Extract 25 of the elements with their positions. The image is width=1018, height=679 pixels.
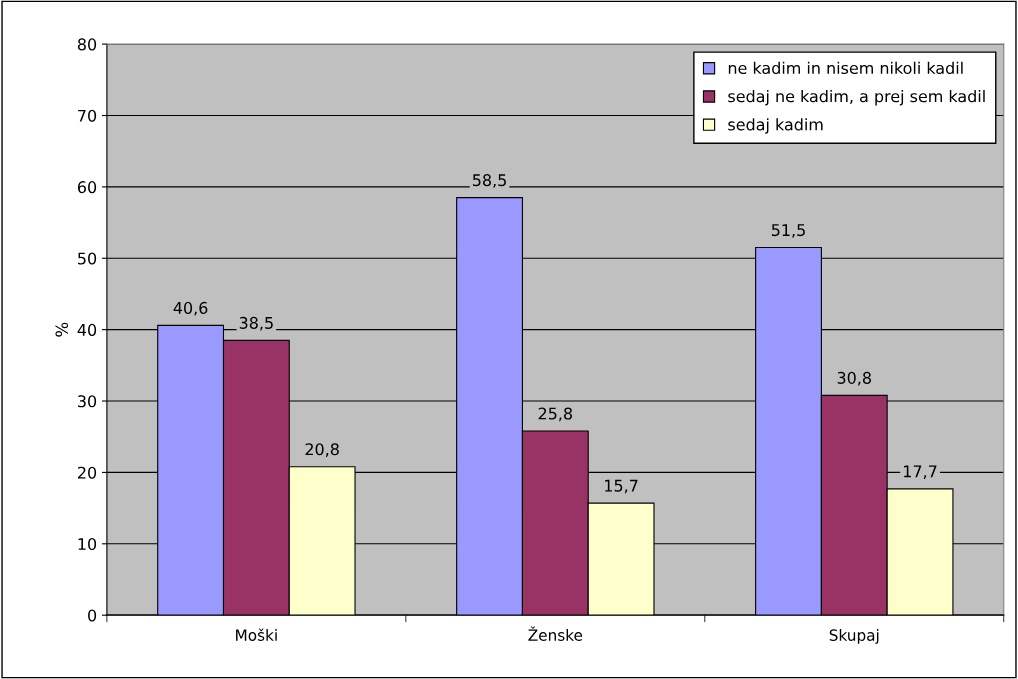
y-axis-title: % bbox=[55, 322, 69, 337]
x-tick-label: Skupaj bbox=[829, 629, 879, 644]
y-tick-label: 50 bbox=[78, 252, 97, 265]
x-tick-label: Moški bbox=[236, 628, 277, 641]
data-label: 40,6 bbox=[173, 301, 208, 316]
data-label: 25,8 bbox=[538, 407, 573, 422]
legend-label: ne kadim in nisem nikoli kadil bbox=[728, 61, 963, 75]
y-tick-label: 0 bbox=[88, 609, 97, 622]
data-label: 17,7 bbox=[904, 465, 937, 480]
y-tick-label: 80 bbox=[77, 38, 97, 51]
data-label: 30,8 bbox=[837, 371, 871, 386]
y-tick-label: 60 bbox=[77, 181, 97, 194]
legend-label: sedaj kadim bbox=[728, 118, 823, 134]
y-tick-label: 30 bbox=[78, 395, 97, 408]
y-tick-label: 20 bbox=[78, 466, 97, 479]
y-tick-label: 70 bbox=[78, 109, 97, 122]
legend-label: sedaj ne kadim, a prej sem kadil bbox=[728, 89, 985, 106]
data-label: 15,7 bbox=[605, 479, 638, 494]
data-label: 58,5 bbox=[473, 174, 506, 188]
data-label: 38,5 bbox=[239, 316, 273, 331]
y-tick-label: 10 bbox=[78, 538, 97, 551]
data-label: 20,8 bbox=[305, 443, 339, 457]
data-label: 51,5 bbox=[771, 224, 805, 238]
x-tick-label: Ženske bbox=[528, 626, 583, 641]
y-tick-label: 40 bbox=[77, 323, 97, 336]
